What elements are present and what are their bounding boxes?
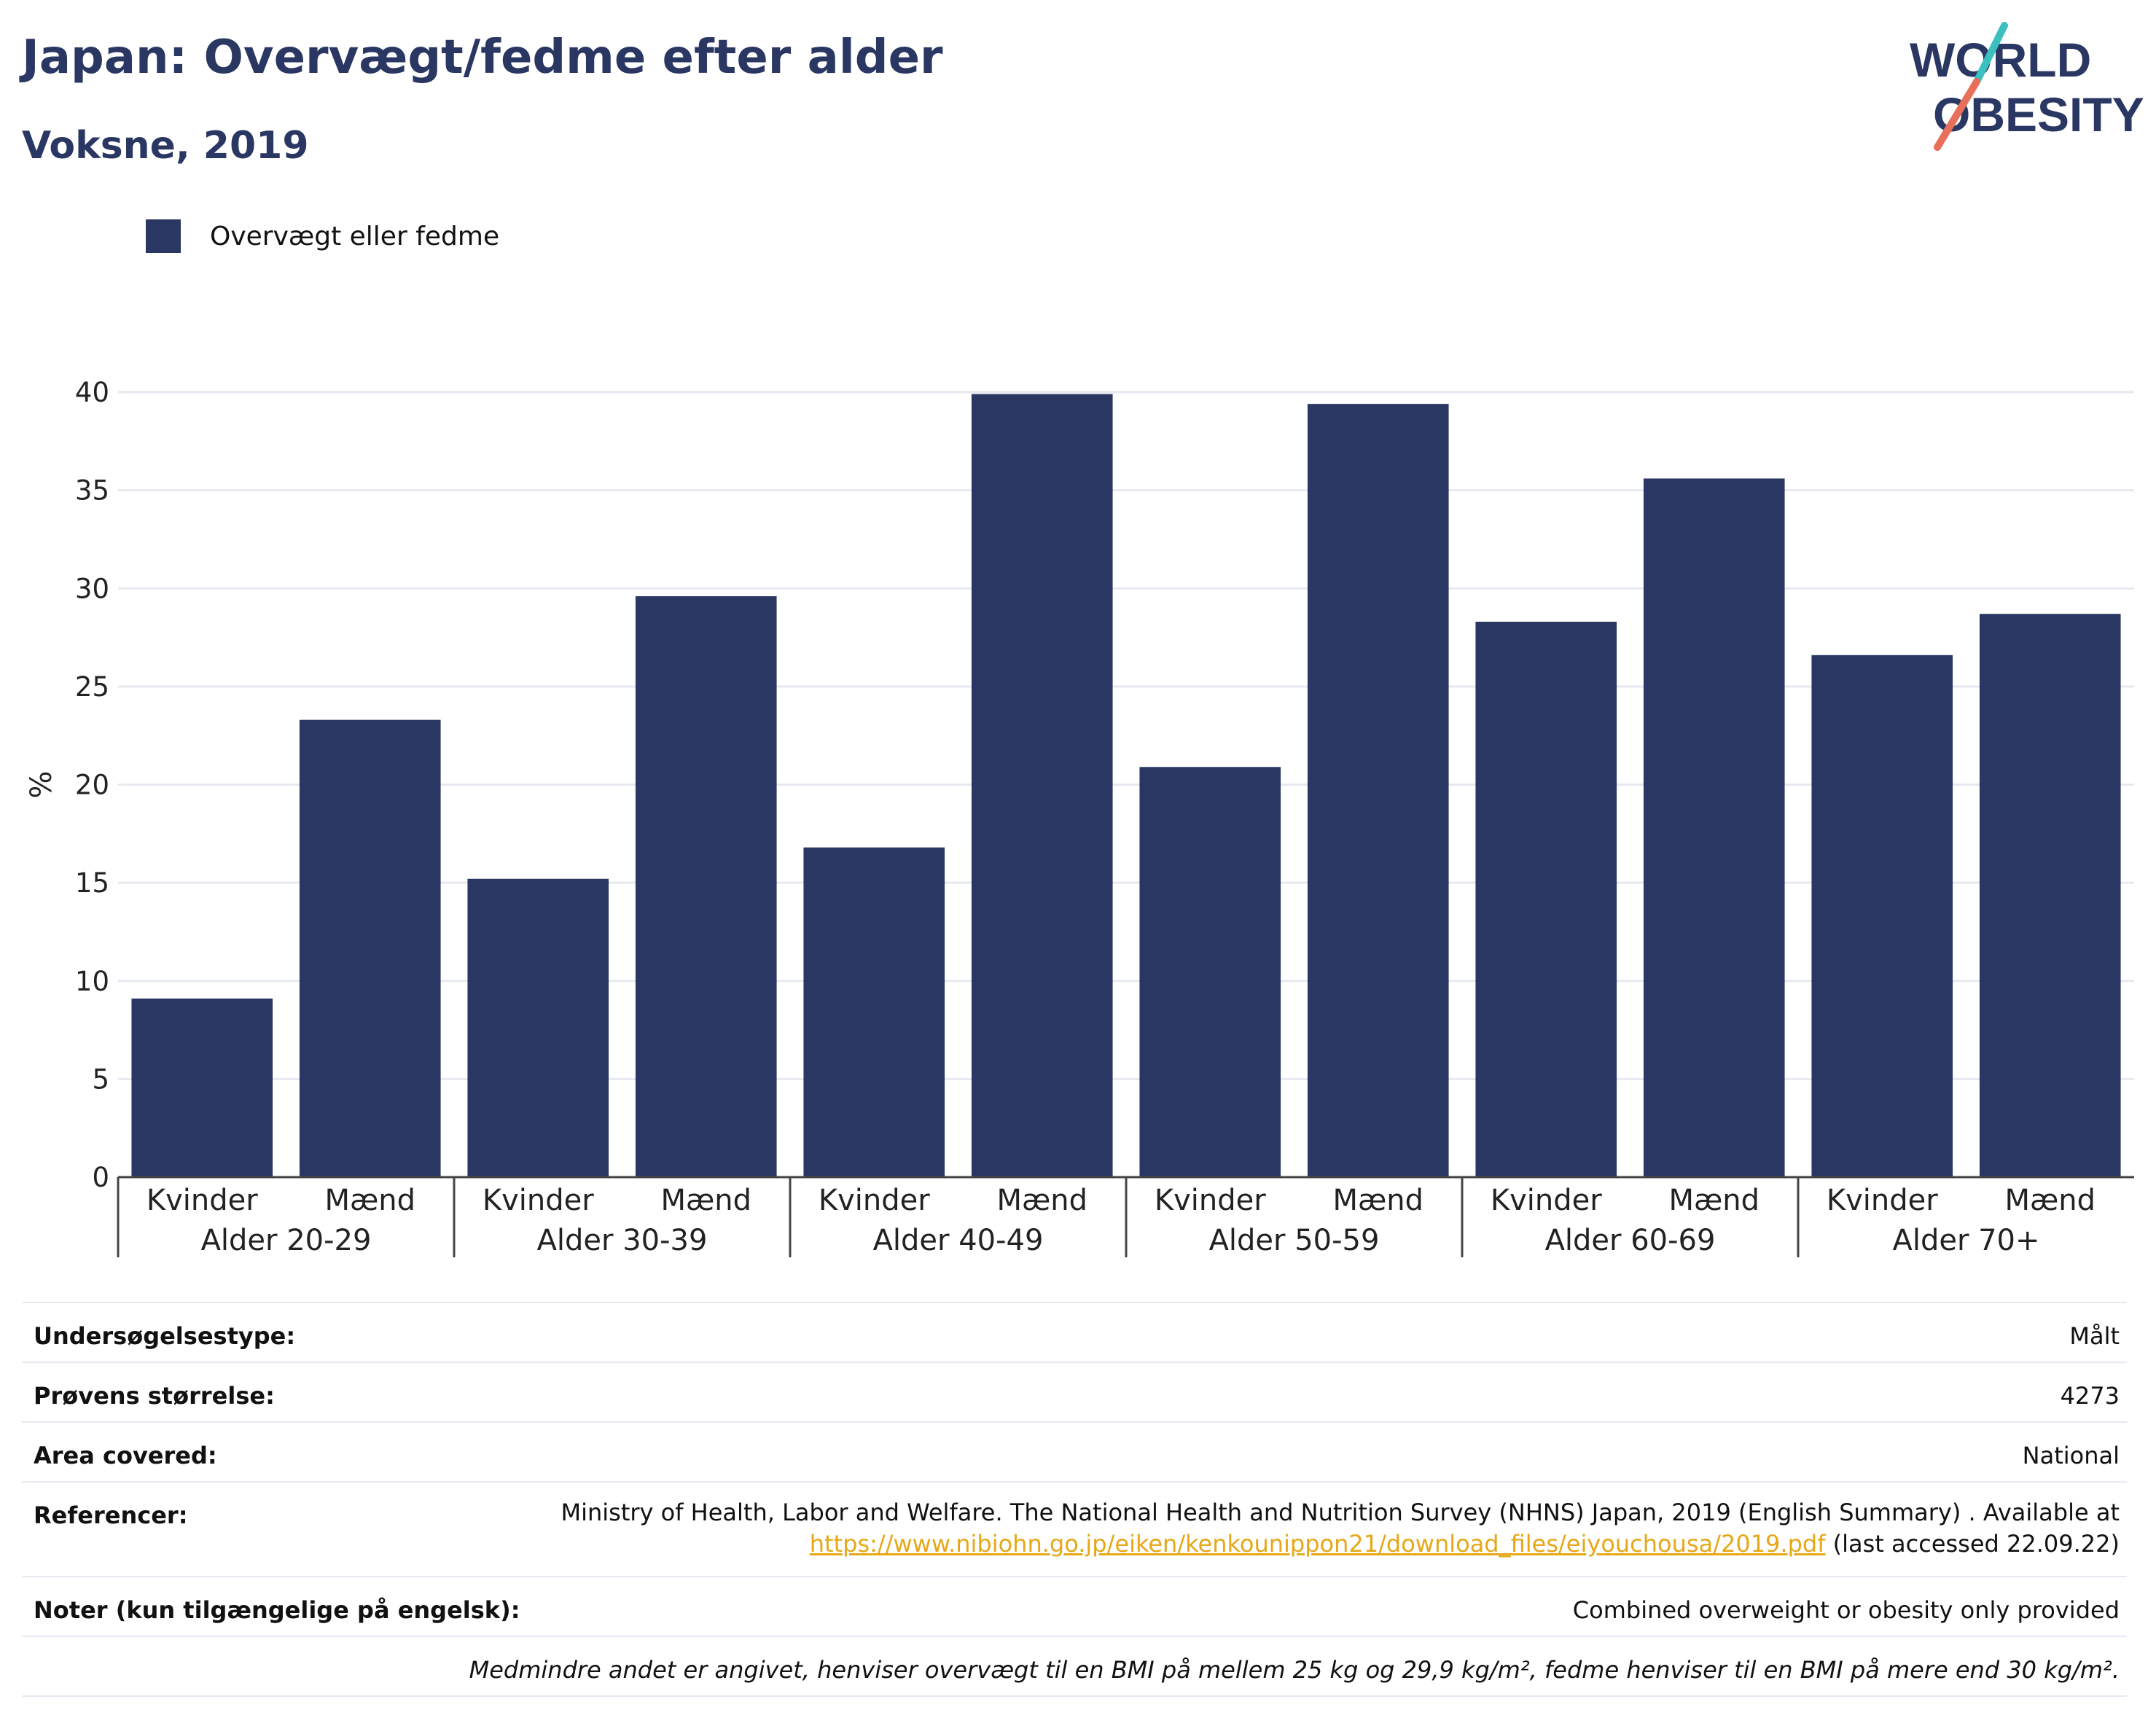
bar bbox=[635, 596, 777, 1177]
legend-label: Overvægt eller fedme bbox=[210, 221, 500, 251]
x-tick-label: Mænd bbox=[996, 1184, 1087, 1217]
info-row-notes: Noter (kun tilgængelige på engelsk): Com… bbox=[22, 1576, 2127, 1636]
y-tick-label: 30 bbox=[75, 573, 109, 604]
bar bbox=[131, 998, 273, 1177]
bar bbox=[467, 878, 609, 1177]
info-row-references: Referencer: Ministry of Health, Labor an… bbox=[22, 1481, 2127, 1576]
references-label: Referencer: bbox=[34, 1501, 188, 1529]
bar-chart: 0 5 10 15 20 25 30 35 40% Kvinder Mænd Kvinder Mænd K… bbox=[25, 377, 2134, 1257]
x-tick-label: Kvinder bbox=[1491, 1184, 1602, 1217]
page-subtitle: Voksne, 2019 bbox=[22, 124, 309, 168]
info-row-footnote: Medmindre andet er angivet, henviser ove… bbox=[22, 1636, 2127, 1697]
notes-label: Noter (kun tilgængelige på engelsk): bbox=[34, 1596, 520, 1624]
bar bbox=[1979, 614, 2121, 1177]
references-suffix: (last accessed 22.09.22) bbox=[1825, 1530, 2120, 1558]
x-tick-label: Kvinder bbox=[147, 1184, 258, 1217]
y-tick-label: 10 bbox=[75, 966, 109, 997]
bar bbox=[1643, 478, 1785, 1177]
x-tick-label: Kvinder bbox=[819, 1184, 930, 1217]
x-tick-label: Mænd bbox=[660, 1184, 751, 1217]
page-title: Japan: Overvægt/fedme efter alder bbox=[22, 31, 943, 85]
chart-legend: Overvægt eller fedme bbox=[146, 219, 499, 254]
y-tick-label: 40 bbox=[75, 377, 109, 408]
x-tick-label: Mænd bbox=[1668, 1184, 1759, 1217]
y-tick-label: 25 bbox=[75, 671, 109, 703]
info-row-sample-size: Prøvens størrelse: 4273 bbox=[22, 1362, 2127, 1421]
references-value: Ministry of Health, Labor and Welfare. T… bbox=[561, 1497, 2127, 1560]
y-tick-label: 5 bbox=[92, 1063, 109, 1095]
sample-size-label: Prøvens størrelse: bbox=[34, 1382, 275, 1410]
bar bbox=[803, 847, 945, 1177]
area-value: National bbox=[2022, 1442, 2120, 1469]
references-text: Ministry of Health, Labor and Welfare. T… bbox=[561, 1499, 2120, 1526]
sample-size-value: 4273 bbox=[2060, 1382, 2120, 1410]
x-tick-label: Mænd bbox=[1332, 1184, 1423, 1217]
y-tick-label: 35 bbox=[75, 475, 109, 507]
survey-info-table: Undersøgelsestype: Målt Prøvens størrels… bbox=[22, 1302, 2127, 1697]
y-tick-label: 20 bbox=[75, 770, 109, 801]
world-obesity-logo: WORLD OBESITY bbox=[1910, 22, 2143, 151]
group-label: Alder 20-29 bbox=[201, 1224, 372, 1257]
x-tick-label: Kvinder bbox=[483, 1184, 594, 1217]
info-row-survey-type: Undersøgelsestype: Målt bbox=[22, 1302, 2127, 1362]
survey-type-value: Målt bbox=[2069, 1322, 2120, 1350]
x-tick-label: Kvinder bbox=[1155, 1184, 1266, 1217]
info-row-area: Area covered: National bbox=[22, 1421, 2127, 1481]
footnote: Medmindre andet er angivet, henviser ove… bbox=[469, 1656, 2120, 1684]
svg-text:WORLD: WORLD bbox=[1910, 33, 2091, 87]
x-tick-label: Kvinder bbox=[1827, 1184, 1938, 1217]
group-label: Alder 70+ bbox=[1892, 1224, 2039, 1257]
x-tick-label: Mænd bbox=[2004, 1184, 2096, 1217]
bar bbox=[1811, 655, 1953, 1177]
legend-swatch bbox=[146, 219, 181, 253]
y-axis-label: % bbox=[25, 770, 58, 798]
bar bbox=[971, 394, 1113, 1177]
bar bbox=[1475, 622, 1617, 1177]
y-tick-label: 15 bbox=[75, 867, 109, 899]
survey-type-label: Undersøgelsestype: bbox=[34, 1322, 296, 1350]
bar bbox=[1139, 767, 1281, 1177]
notes-value: Combined overweight or obesity only prov… bbox=[1572, 1596, 2120, 1624]
group-label: Alder 30-39 bbox=[537, 1224, 708, 1257]
area-label: Area covered: bbox=[34, 1442, 217, 1469]
y-tick-label: 0 bbox=[92, 1162, 109, 1193]
group-label: Alder 60-69 bbox=[1545, 1224, 1716, 1257]
x-tick-label: Mænd bbox=[324, 1184, 415, 1217]
references-link[interactable]: https://www.nibiohn.go.jp/eiken/kenkouni… bbox=[809, 1530, 1826, 1558]
group-label: Alder 40-49 bbox=[873, 1224, 1044, 1257]
group-label: Alder 50-59 bbox=[1209, 1224, 1380, 1257]
bar bbox=[1307, 404, 1449, 1177]
bar bbox=[299, 719, 441, 1177]
